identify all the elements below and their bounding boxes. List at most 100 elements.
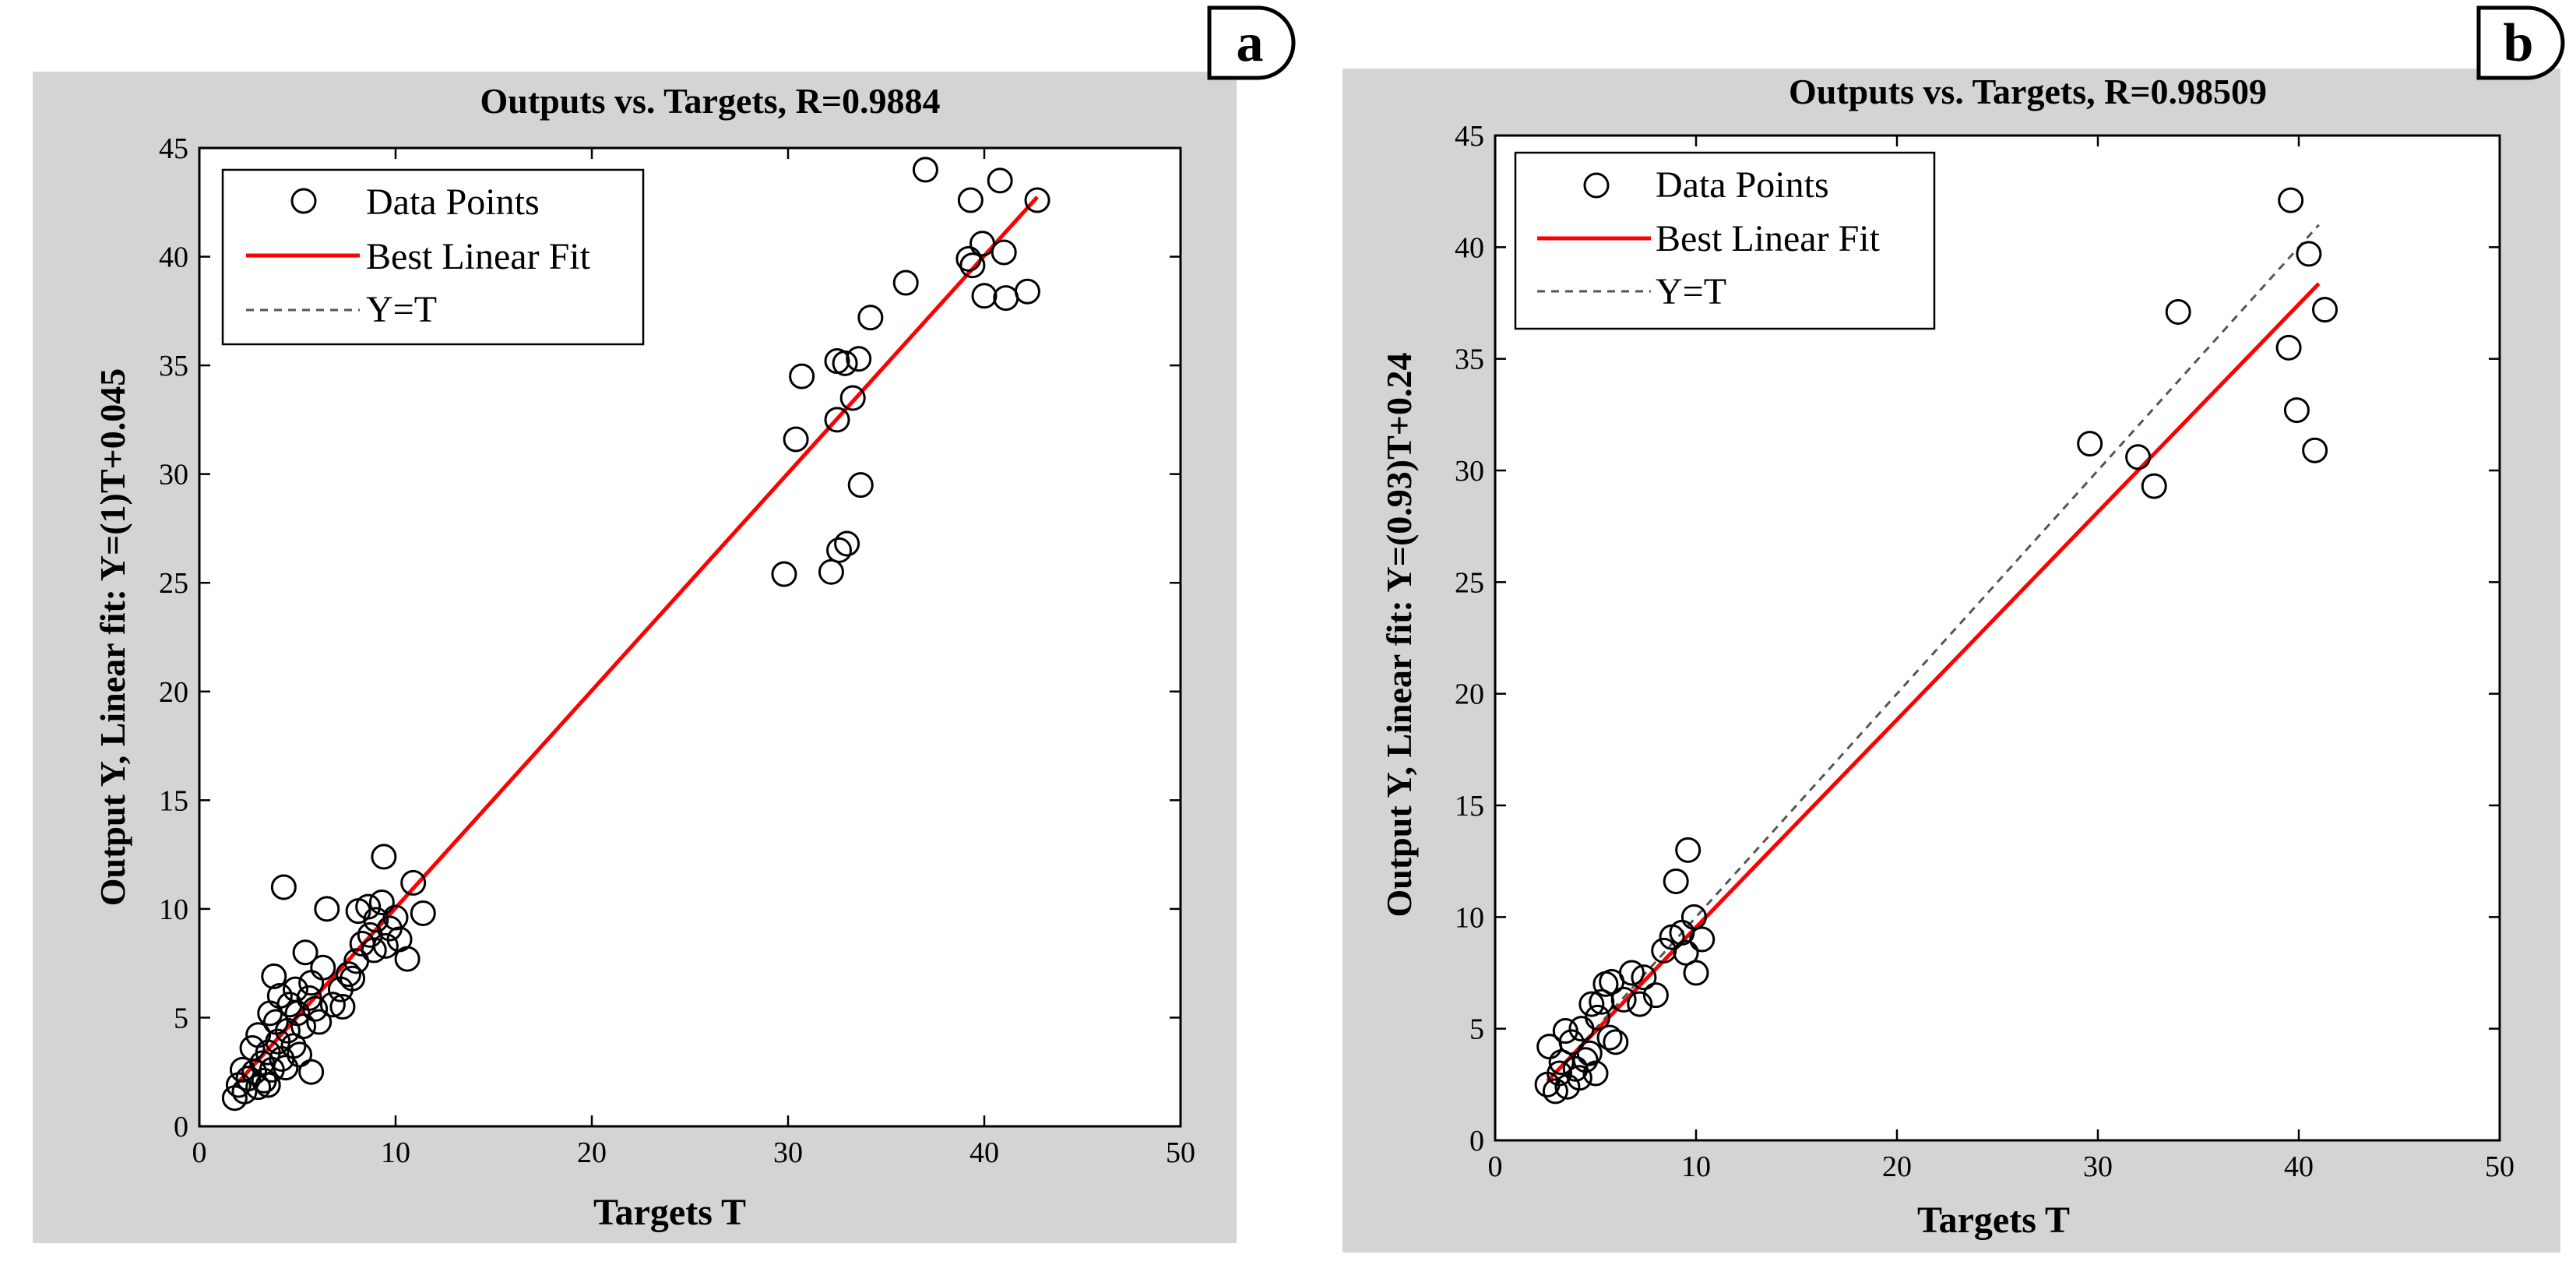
panel-a-data-point: [1024, 187, 1050, 213]
panel-a-y-tick-label: 40: [159, 241, 188, 274]
panel-a-data-point: [329, 993, 356, 1020]
panel-a: Outputs vs. Targets, R=0.9884 Targets T …: [33, 5, 1296, 1243]
panel-a-data-point: [857, 305, 884, 331]
panel-b-y-tick-label: 20: [1455, 678, 1484, 711]
panel-a-y-axis-label: Output Y, Linear fit: Y=(1)T+0.045: [93, 368, 132, 907]
panel-a-y-tick-label: 45: [159, 132, 188, 165]
panel-b-data-point: [1599, 968, 1625, 995]
panel-b-data-point: [2312, 297, 2338, 323]
panel-a-data-point: [783, 426, 809, 453]
panel-b-ticks: 0 10 20 30 40 50 0 5 10 15 20 25 30 35 40 45: [1455, 120, 2514, 1183]
panel-a-data-point: [282, 976, 308, 1002]
panel-a-data-point: [235, 1066, 262, 1092]
panel-b-data-point: [1542, 1078, 1568, 1105]
panel-a-data-point: [229, 1056, 255, 1083]
panel-a-data-point: [789, 363, 815, 389]
panel-b-data-point: [1680, 904, 1707, 930]
panel-a-data-point: [839, 385, 866, 411]
panel-b-y-tick-label: 25: [1455, 566, 1484, 599]
panel-b-data-point: [1663, 868, 1689, 894]
panel-b-legend-label-points: Data Points: [1656, 164, 1829, 206]
panel-b-legend-label-fit: Best Linear Fit: [1656, 218, 1881, 259]
panel-b-y-tick-label: 35: [1455, 344, 1484, 376]
panel-a-data-point: [410, 900, 436, 926]
panel-a-x-tick-label: 40: [970, 1136, 999, 1169]
panel-b-data-point: [1596, 1024, 1623, 1051]
panel-a-data-point: [382, 904, 409, 931]
panel-a-data-point: [971, 283, 998, 309]
panel-b-data-point: [1689, 926, 1716, 953]
panel-b-legend: Data Points Best Linear Fit Y=T: [1514, 151, 1936, 330]
panel-b-data-point: [1566, 1065, 1592, 1091]
panel-a-letter: a: [1237, 13, 1264, 73]
panel-a-data-point: [892, 270, 919, 296]
panel-b-data-point: [2165, 298, 2191, 325]
panel-b-data-point: [1558, 1029, 1585, 1055]
panel-a-data-point: [1014, 278, 1040, 305]
panel-b-letter: b: [2504, 13, 2534, 73]
panel-a-data-point: [239, 1035, 266, 1062]
panel-a-y-tick-label: 5: [174, 1002, 188, 1034]
panel-a-x-tick-label: 50: [1166, 1136, 1195, 1169]
panel-a-data-point: [834, 530, 860, 557]
panel-b-data-points: [1534, 187, 2338, 1105]
panel-a-title: Outputs vs. Targets, R=0.9884: [480, 81, 940, 121]
panel-b-x-axis-label: Targets T: [1917, 1200, 2070, 1241]
panel-a-y-tick-label: 25: [159, 567, 188, 600]
panel-b-y-tick-label: 15: [1455, 790, 1484, 823]
panel-b-data-point: [1603, 1029, 1629, 1055]
panel-a-legend-label-identity: Y=T: [366, 289, 437, 330]
panel-a-data-point: [251, 1067, 277, 1094]
panel-b-y-tick-label: 5: [1469, 1013, 1484, 1046]
panel-b-identity-line: [1546, 224, 2320, 1083]
panel-a-data-point: [394, 946, 421, 972]
panel-a-data-point: [245, 1022, 272, 1048]
panel-b-legend-marker-points: [1583, 172, 1610, 199]
panel-a-data-point: [287, 1041, 313, 1068]
panel-b-data-point: [1610, 986, 1637, 1013]
panel-a-data-point: [336, 961, 362, 988]
panel-a-x-tick-label: 20: [577, 1136, 607, 1169]
panel-a-data-point: [400, 869, 427, 896]
panel-b-data-point: [2275, 334, 2302, 361]
panel-b-data-point: [1631, 964, 1657, 991]
panel-a-x-tick-label: 10: [381, 1136, 410, 1169]
panel-a-data-point: [314, 896, 340, 922]
panel-a-data-point: [987, 167, 1013, 194]
panel-a-data-point: [368, 890, 395, 916]
panel-b-x-tick-label: 10: [1681, 1150, 1711, 1183]
panel-a-data-point: [298, 1059, 325, 1085]
panel-b-y-tick-label: 0: [1469, 1125, 1484, 1157]
panel-a-data-point: [824, 407, 850, 433]
panel-a-data-point: [826, 537, 853, 563]
panel-b-x-tick-label: 40: [2284, 1150, 2314, 1183]
panel-a-x-tick-label: 30: [773, 1136, 803, 1169]
panel-a-x-axis-label: Targets T: [593, 1192, 746, 1233]
panel-a-legend-label-points: Data Points: [366, 181, 540, 223]
panel-a-y-tick-label: 0: [174, 1111, 188, 1143]
panel-a-y-tick-label: 35: [159, 350, 188, 382]
panel-a-data-point: [957, 187, 984, 213]
panel-b-data-point: [1673, 939, 1699, 966]
panel-a-data-point: [255, 1072, 281, 1098]
panel-a-badge-shape: [1207, 5, 1296, 80]
panel-a-data-point: [846, 346, 872, 372]
panel-a-data-point: [955, 245, 982, 272]
panel-a-data-point: [959, 252, 986, 279]
panel-b-letter-badge: b: [2476, 5, 2565, 80]
panel-a-data-point: [355, 893, 382, 920]
panel-b-data-point: [1642, 982, 1669, 1009]
panel-b-badge-shape: [2476, 5, 2565, 80]
panel-b-data-point: [2278, 187, 2304, 213]
panel-b-data-point: [2125, 444, 2152, 470]
panel-b-y-tick-label: 40: [1455, 231, 1484, 264]
panel-a-data-point: [310, 954, 336, 981]
panel-b-data-point: [1578, 991, 1605, 1017]
panel-b-data-point: [1572, 1047, 1599, 1073]
panel-a-data-point: [266, 983, 293, 1009]
panel-a-data-point: [912, 157, 938, 183]
panel-b-y-axis-label: Output Y, Linear fit: Y=(0.93)T+0.24: [1379, 353, 1419, 918]
panel-a-legend: Data Points Best Linear Fit Y=T: [221, 168, 645, 346]
panel-a-data-point: [371, 844, 397, 870]
